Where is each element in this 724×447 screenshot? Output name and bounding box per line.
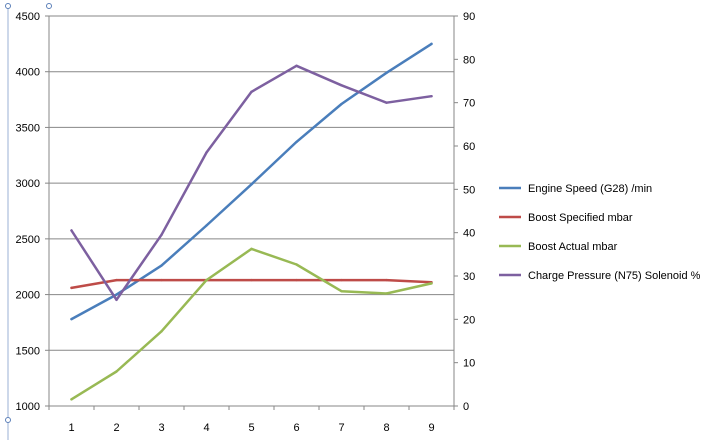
right-tick-label-2: 20 [463,314,475,326]
series-1-point-1 [115,278,118,282]
x-tick-label-3: 4 [203,422,209,434]
right-tick-label-0: 0 [463,401,469,413]
series-2-point-6 [340,290,343,293]
right-tick-label-4: 40 [463,228,475,240]
x-tick-label-4: 5 [248,422,254,434]
left-tick-label-6: 4000 [16,67,40,79]
series-3-point-6 [340,84,343,87]
series-0-point-3 [205,224,208,227]
series-3-point-8 [430,94,433,98]
selection-handle-1 [46,3,52,9]
series-line-0 [70,42,433,321]
series-3-point-4 [250,90,253,94]
x-tick-label-2: 3 [158,422,164,434]
series-1-point-0 [70,286,73,290]
series-2-point-7 [385,292,388,295]
legend-label-3: Charge Pressure (N75) Solenoid % [528,270,701,282]
left-tick-label-5: 3500 [16,122,40,134]
series-1-point-4 [250,278,253,282]
right-tick-label-6: 60 [463,141,475,153]
series-0-point-1 [115,293,118,296]
series-2-point-4 [250,247,253,251]
right-tick-label-9: 90 [463,11,475,23]
series-line-2 [70,247,433,401]
legend-label-0: Engine Speed (G28) /min [528,183,652,195]
x-tick-label-6: 7 [338,422,344,434]
series-2-point-1 [115,370,118,373]
series-0-point-5 [295,140,298,144]
selection-handle-2 [5,417,11,423]
series-0-point-4 [250,183,253,186]
series-0-point-8 [430,42,433,46]
right-tick-label-7: 70 [463,98,475,110]
series-3-point-1 [115,298,118,302]
right-tick-label-1: 10 [463,358,475,370]
x-tick-label-0: 1 [68,422,74,434]
x-tick-label-5: 6 [293,422,299,434]
left-tick-label-4: 3000 [16,178,40,190]
right-tick-label-8: 80 [463,54,475,66]
series-0-point-0 [70,317,73,321]
left-tick-label-0: 1000 [16,401,40,413]
legend-label-2: Boost Actual mbar [528,241,618,253]
series-1-point-6 [340,278,343,282]
series-2-point-5 [295,263,298,266]
left-tick-label-1: 1500 [16,345,40,357]
series-1-point-7 [385,278,388,282]
series-3-point-7 [385,101,388,104]
right-tick-label-3: 30 [463,271,475,283]
selection-handle-0 [5,3,11,9]
series-2-point-3 [205,278,208,282]
series-2-point-8 [430,282,433,285]
series-1-point-5 [295,278,298,282]
series-3-point-3 [205,151,208,154]
series-2-point-0 [70,398,73,401]
series-0-point-7 [385,71,388,75]
left-tick-label-7: 4500 [16,11,40,23]
series-3-point-5 [295,64,298,68]
left-tick-label-3: 2500 [16,234,40,246]
x-tick-label-1: 2 [113,422,119,434]
series-1-point-2 [160,278,163,282]
x-tick-label-8: 9 [428,422,434,434]
x-tick-label-7: 8 [383,422,389,434]
legend-label-1: Boost Specified mbar [528,212,633,224]
series-3-point-2 [160,233,163,237]
series-0-point-6 [340,102,343,106]
left-tick-label-2: 2000 [16,290,40,302]
series-2-point-2 [160,330,163,333]
right-tick-label-5: 50 [463,184,475,196]
series-0-point-2 [160,264,163,267]
series-3-point-0 [70,229,73,232]
